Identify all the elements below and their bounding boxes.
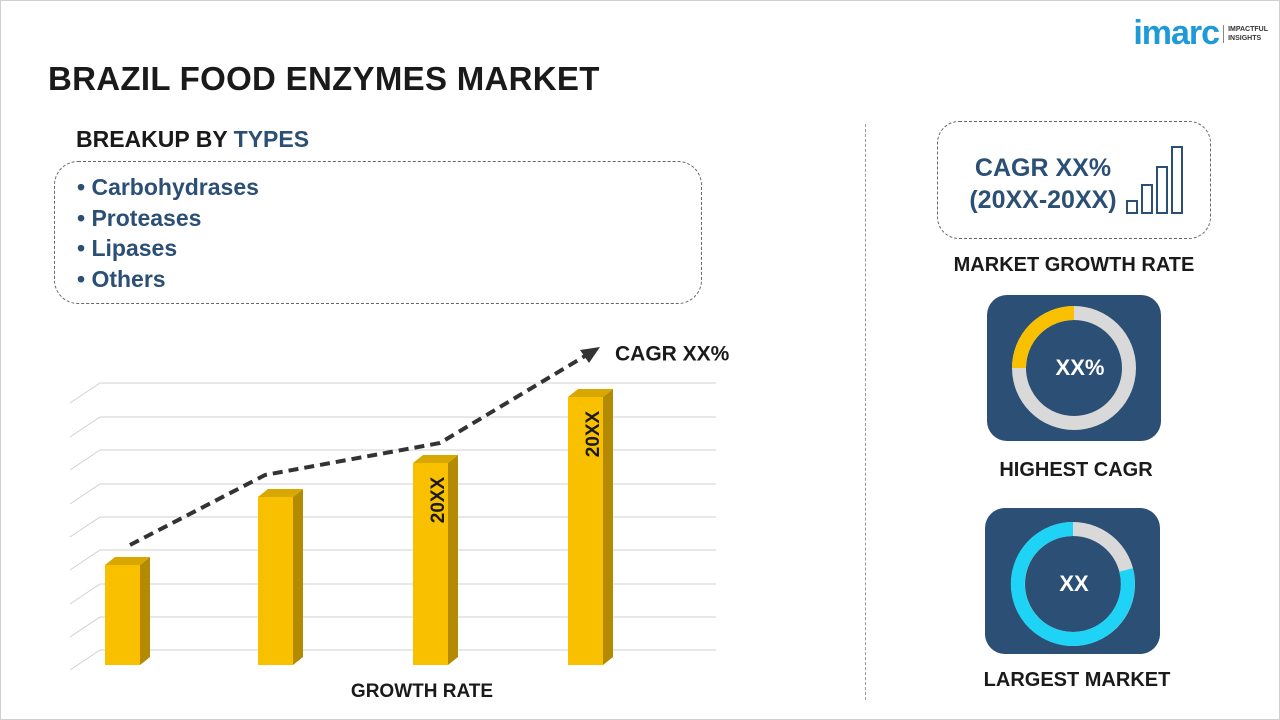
bar-label: 20XX: [583, 410, 604, 457]
logo-brand: imarc: [1133, 14, 1220, 52]
grid: [69, 382, 716, 671]
list-item: Proteases: [77, 203, 701, 234]
card-value: XX%: [1056, 355, 1105, 380]
list-item: Carbohydrases: [77, 172, 701, 203]
trend-arrow: [580, 347, 600, 363]
divider: [865, 124, 866, 700]
cagr-line: (20XX-20XX): [969, 186, 1117, 214]
growth-icon: [1126, 146, 1183, 214]
trend-line: [129, 354, 587, 547]
largest-market-card: XX: [985, 508, 1160, 654]
trend-label: CAGR XX%: [615, 343, 730, 366]
title: BRAZIL FOOD ENZYMES MARKET: [48, 60, 600, 97]
breakup-list: Carbohydrases Proteases Lipases Others: [54, 161, 702, 304]
axis-label: GROWTH RATE: [351, 681, 493, 702]
cagr-box: CAGR XX% (20XX-20XX): [937, 121, 1211, 239]
logo: imarc IMPACTFUL INSIGHTS: [1133, 14, 1268, 53]
caption: HIGHEST CAGR: [999, 459, 1153, 481]
caption: LARGEST MARKET: [983, 669, 1171, 691]
tagline-line: INSIGHTS: [1228, 34, 1262, 42]
growth-chart: 20XX 20XX CAGR XX% GROWTH RATE: [69, 343, 730, 702]
list-item: Lipases: [77, 233, 701, 264]
heading-highlight: TYPES: [233, 126, 310, 152]
caption: MARKET GROWTH RATE: [953, 254, 1195, 276]
bar: [413, 455, 458, 665]
bar-label: 20XX: [428, 476, 449, 523]
bar: [105, 557, 150, 665]
cagr-line: CAGR XX%: [974, 154, 1112, 182]
breakup-heading: BREAKUP BY TYPES: [76, 126, 309, 153]
bar: [568, 389, 613, 665]
tagline-line: IMPACTFUL: [1228, 25, 1268, 33]
list-item: Others: [77, 264, 701, 295]
highest-cagr-card: XX%: [987, 295, 1161, 441]
card-value: XX: [1059, 571, 1089, 596]
logo-tagline: IMPACTFUL INSIGHTS: [1223, 24, 1268, 43]
heading-text: BREAKUP BY: [76, 126, 228, 152]
bars: [105, 389, 613, 665]
bar: [258, 489, 303, 665]
